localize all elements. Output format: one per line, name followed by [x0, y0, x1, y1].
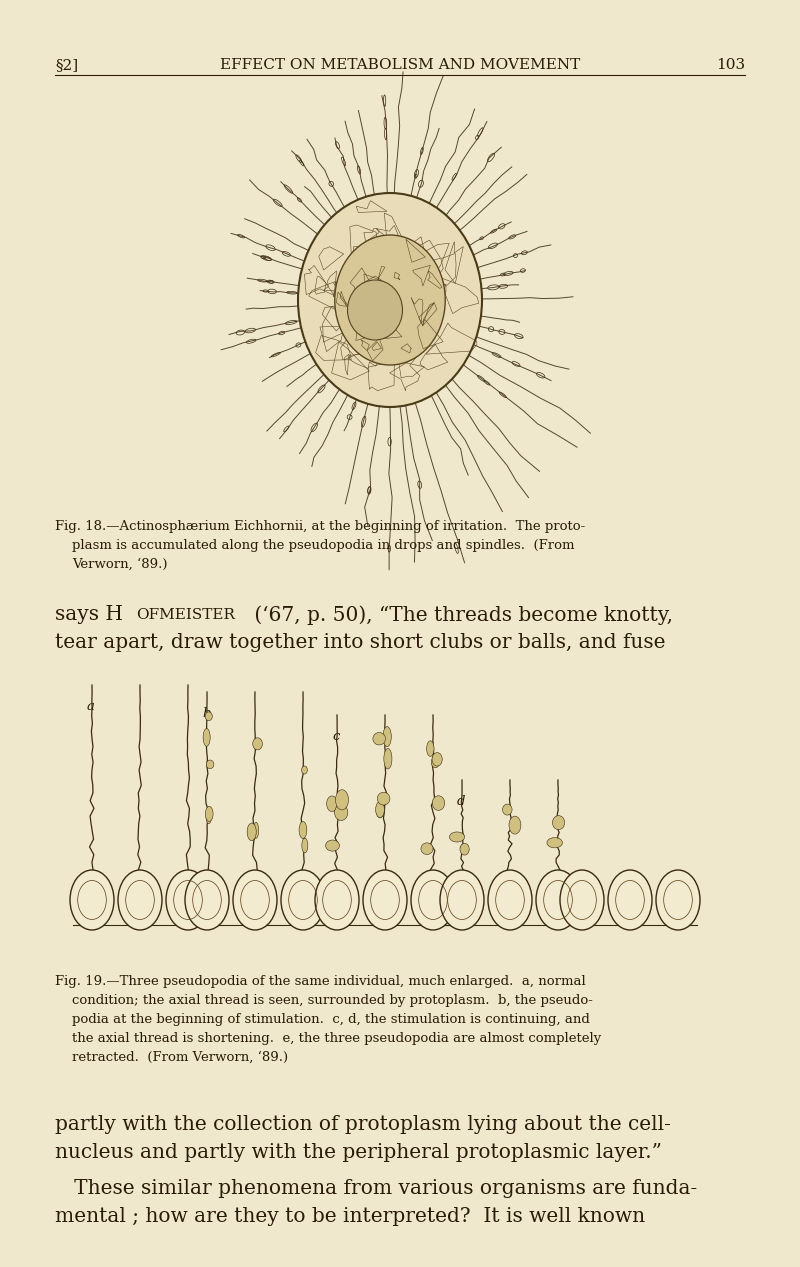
Ellipse shape — [383, 727, 391, 746]
Ellipse shape — [206, 806, 213, 821]
Ellipse shape — [656, 870, 700, 930]
Ellipse shape — [166, 870, 210, 930]
Ellipse shape — [253, 737, 262, 750]
Ellipse shape — [118, 870, 162, 930]
Text: EFFECT ON METABOLISM AND MOVEMENT: EFFECT ON METABOLISM AND MOVEMENT — [220, 58, 580, 72]
Ellipse shape — [363, 870, 407, 930]
Ellipse shape — [431, 756, 439, 768]
Ellipse shape — [233, 870, 277, 930]
Ellipse shape — [509, 816, 521, 834]
Ellipse shape — [206, 811, 211, 824]
Text: 103: 103 — [716, 58, 745, 72]
Text: partly with the collection of protoplasm lying about the cell-: partly with the collection of protoplasm… — [55, 1115, 671, 1134]
Ellipse shape — [432, 796, 445, 811]
Ellipse shape — [547, 837, 562, 848]
Text: OFMEISTER: OFMEISTER — [136, 608, 235, 622]
Ellipse shape — [553, 816, 565, 830]
Ellipse shape — [205, 712, 212, 721]
Ellipse shape — [335, 789, 349, 810]
Ellipse shape — [298, 193, 482, 407]
Ellipse shape — [432, 753, 442, 767]
Ellipse shape — [334, 805, 348, 821]
Text: e: e — [577, 875, 585, 888]
Ellipse shape — [203, 729, 210, 746]
Ellipse shape — [302, 837, 308, 853]
Ellipse shape — [502, 805, 512, 815]
Ellipse shape — [376, 802, 384, 818]
Ellipse shape — [347, 280, 402, 340]
Ellipse shape — [411, 870, 455, 930]
Text: a: a — [87, 699, 95, 713]
Text: b: b — [202, 707, 210, 720]
Ellipse shape — [440, 870, 484, 930]
Ellipse shape — [315, 870, 359, 930]
Ellipse shape — [488, 870, 532, 930]
Ellipse shape — [460, 844, 470, 855]
Text: says H: says H — [55, 606, 123, 625]
Text: §2]: §2] — [55, 58, 78, 72]
Ellipse shape — [378, 792, 390, 805]
Text: These similar phenomena from various organisms are funda-: These similar phenomena from various org… — [55, 1180, 698, 1199]
Text: podia at the beginning of stimulation.  c, d, the stimulation is continuing, and: podia at the beginning of stimulation. c… — [72, 1014, 590, 1026]
Ellipse shape — [560, 870, 604, 930]
Text: retracted.  (From Verworn, ‘89.): retracted. (From Verworn, ‘89.) — [72, 1052, 288, 1064]
Ellipse shape — [426, 741, 434, 756]
Ellipse shape — [450, 832, 465, 843]
Text: Fig. 19.—Three pseudopodia of the same individual, much enlarged.  a, normal: Fig. 19.—Three pseudopodia of the same i… — [55, 976, 586, 988]
Text: the axial thread is shortening.  e, the three pseudopodia are almost completely: the axial thread is shortening. e, the t… — [72, 1033, 602, 1045]
Text: condition; the axial thread is seen, surrounded by protoplasm.  b, the pseudo-: condition; the axial thread is seen, sur… — [72, 995, 593, 1007]
Text: Fig. 18.—Actinosphærium Eichhornii, at the beginning of irritation.  The proto-: Fig. 18.—Actinosphærium Eichhornii, at t… — [55, 519, 586, 533]
Ellipse shape — [247, 824, 256, 841]
Text: c: c — [332, 730, 339, 742]
Ellipse shape — [254, 822, 258, 839]
Ellipse shape — [206, 760, 214, 769]
Ellipse shape — [326, 840, 339, 851]
Text: d: d — [457, 794, 466, 808]
Ellipse shape — [384, 749, 392, 769]
Ellipse shape — [299, 821, 307, 839]
Ellipse shape — [376, 802, 384, 817]
Text: nucleus and partly with the peripheral protoplasmic layer.”: nucleus and partly with the peripheral p… — [55, 1143, 662, 1162]
Ellipse shape — [334, 234, 446, 365]
Ellipse shape — [536, 870, 580, 930]
Text: mental ; how are they to be interpreted?  It is well known: mental ; how are they to be interpreted?… — [55, 1207, 645, 1226]
Ellipse shape — [302, 767, 307, 774]
Ellipse shape — [608, 870, 652, 930]
Ellipse shape — [421, 843, 433, 854]
Text: (‘67, p. 50), “The threads become knotty,: (‘67, p. 50), “The threads become knotty… — [248, 606, 673, 625]
Ellipse shape — [70, 870, 114, 930]
Text: Verworn, ‘89.): Verworn, ‘89.) — [72, 557, 167, 571]
Ellipse shape — [185, 870, 229, 930]
Ellipse shape — [281, 870, 325, 930]
Ellipse shape — [373, 732, 386, 745]
Ellipse shape — [326, 796, 338, 812]
Text: plasm is accumulated along the pseudopodia in drops and spindles.  (From: plasm is accumulated along the pseudopod… — [72, 538, 574, 552]
Ellipse shape — [337, 801, 346, 811]
Text: tear apart, draw together into short clubs or balls, and fuse: tear apart, draw together into short clu… — [55, 634, 666, 653]
